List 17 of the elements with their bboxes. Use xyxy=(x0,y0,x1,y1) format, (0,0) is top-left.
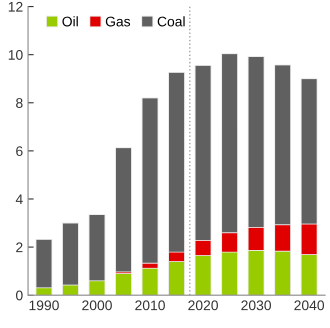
legend-label: Coal xyxy=(158,16,185,26)
x-tick-label: 1990 xyxy=(30,300,59,310)
x-tick-label: 2020 xyxy=(188,300,218,310)
y-tick-label: 0 xyxy=(16,290,23,300)
x-tick-label: 2010 xyxy=(135,300,165,310)
legend-label: Gas xyxy=(106,16,130,26)
x-tick-label: 2000 xyxy=(82,300,112,310)
y-tick-label: 6 xyxy=(16,146,23,156)
y-tick-label: 10 xyxy=(8,50,23,60)
y-tick-label: 8 xyxy=(16,98,23,108)
bar xyxy=(142,268,158,296)
y-tick-label: 2 xyxy=(16,242,22,252)
y-tick-label: 4 xyxy=(16,194,23,204)
x-tick-label: 2040 xyxy=(294,300,324,310)
legend-label: Oil xyxy=(62,16,78,26)
x-tick-label: 2030 xyxy=(241,300,272,310)
y-tick-label: 12 xyxy=(8,2,22,12)
